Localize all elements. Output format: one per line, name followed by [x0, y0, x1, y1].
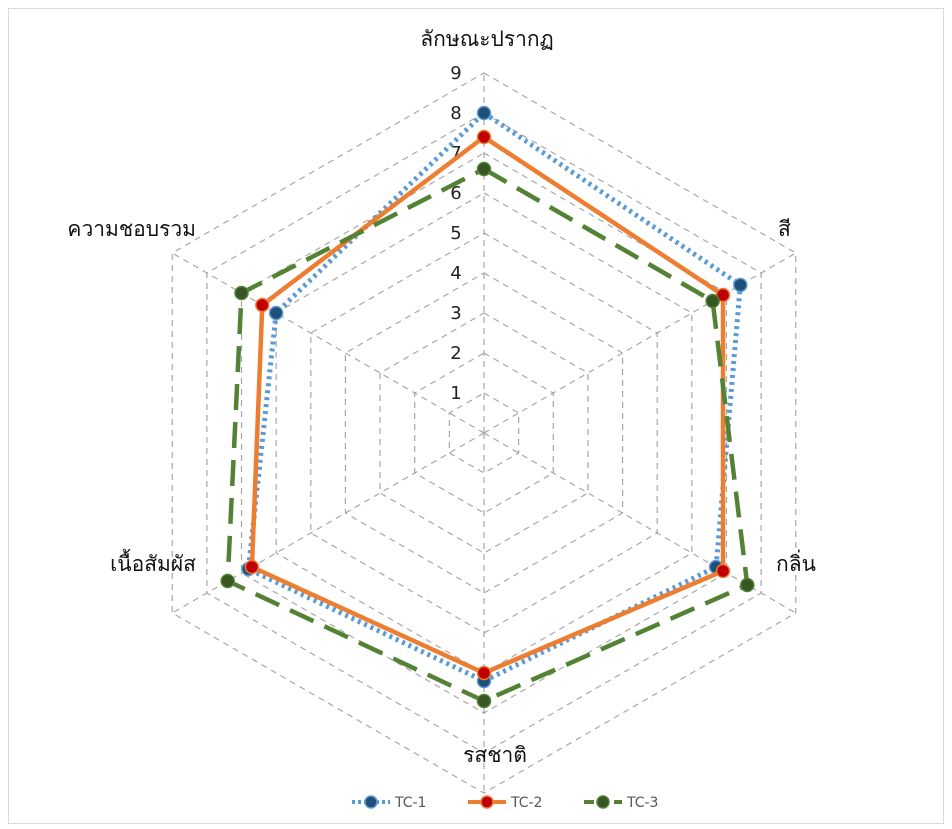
- tick-label-9: 9: [450, 63, 461, 84]
- radial-tick-labels: 1 2 3 4 5 6 7 8 9: [450, 63, 461, 404]
- series-point-TC-2-0: [476, 129, 492, 145]
- grid-spoke-1: [483, 252, 797, 434]
- tick-label-6: 6: [450, 183, 461, 204]
- axis-label-4: เนื้อสัมผัส: [110, 549, 196, 576]
- grid-ring-1: [448, 392, 520, 474]
- series-line-TC-2: [249, 134, 726, 676]
- series-point-TC-2-2: [715, 563, 731, 579]
- legend-marker-TC-2: [480, 795, 494, 809]
- axis-label-0: ลักษณะปรากฏ: [420, 27, 553, 51]
- series-point-TC-2-4: [244, 559, 260, 575]
- axis-label-5: ความชอบรวม: [67, 217, 196, 241]
- legend-label-TC-3: TC-3: [626, 795, 658, 811]
- series-TC-2: [244, 129, 731, 681]
- grid-ring-3: [379, 312, 589, 554]
- legend-marker-TC-3: [596, 795, 610, 809]
- tick-label-3: 3: [450, 303, 461, 324]
- tick-label-8: 8: [450, 103, 461, 124]
- series-point-TC-1-5: [268, 305, 284, 321]
- series-point-TC-3-0: [476, 161, 492, 177]
- axis-label-2: กลิ่น: [776, 549, 816, 576]
- series-point-TC-3-2: [740, 577, 755, 593]
- series-point-TC-3-4: [220, 573, 235, 589]
- tick-label-1: 1: [450, 383, 461, 404]
- legend-marker-TC-1: [364, 795, 378, 809]
- series-layer: [220, 105, 755, 709]
- series-point-TC-3-1: [705, 293, 720, 309]
- tick-label-5: 5: [450, 223, 461, 244]
- tick-label-7: 7: [450, 143, 461, 164]
- grid-ring-9: [171, 72, 797, 794]
- series-point-TC-1-0: [476, 105, 492, 121]
- legend-label-TC-2: TC-2: [510, 795, 542, 811]
- tick-label-2: 2: [450, 343, 461, 364]
- series-point-TC-3-5: [234, 285, 249, 301]
- series-point-TC-3-3: [476, 693, 492, 709]
- legend-label-TC-1: TC-1: [394, 795, 426, 811]
- series-point-TC-2-5: [255, 297, 270, 313]
- grid-spoke-5: [171, 252, 485, 434]
- axis-label-1: สี: [778, 217, 791, 241]
- legend: TC-1 TC-2 TC-3: [352, 795, 658, 811]
- series-point-TC-2-3: [476, 665, 492, 681]
- series-TC-3: [220, 161, 755, 709]
- tick-label-4: 4: [450, 263, 461, 284]
- series-point-TC-1-1: [733, 277, 748, 293]
- grid-spoke-4: [171, 432, 485, 614]
- series-TC-1: [241, 105, 748, 689]
- axis-label-3: รสชาติ: [463, 743, 527, 767]
